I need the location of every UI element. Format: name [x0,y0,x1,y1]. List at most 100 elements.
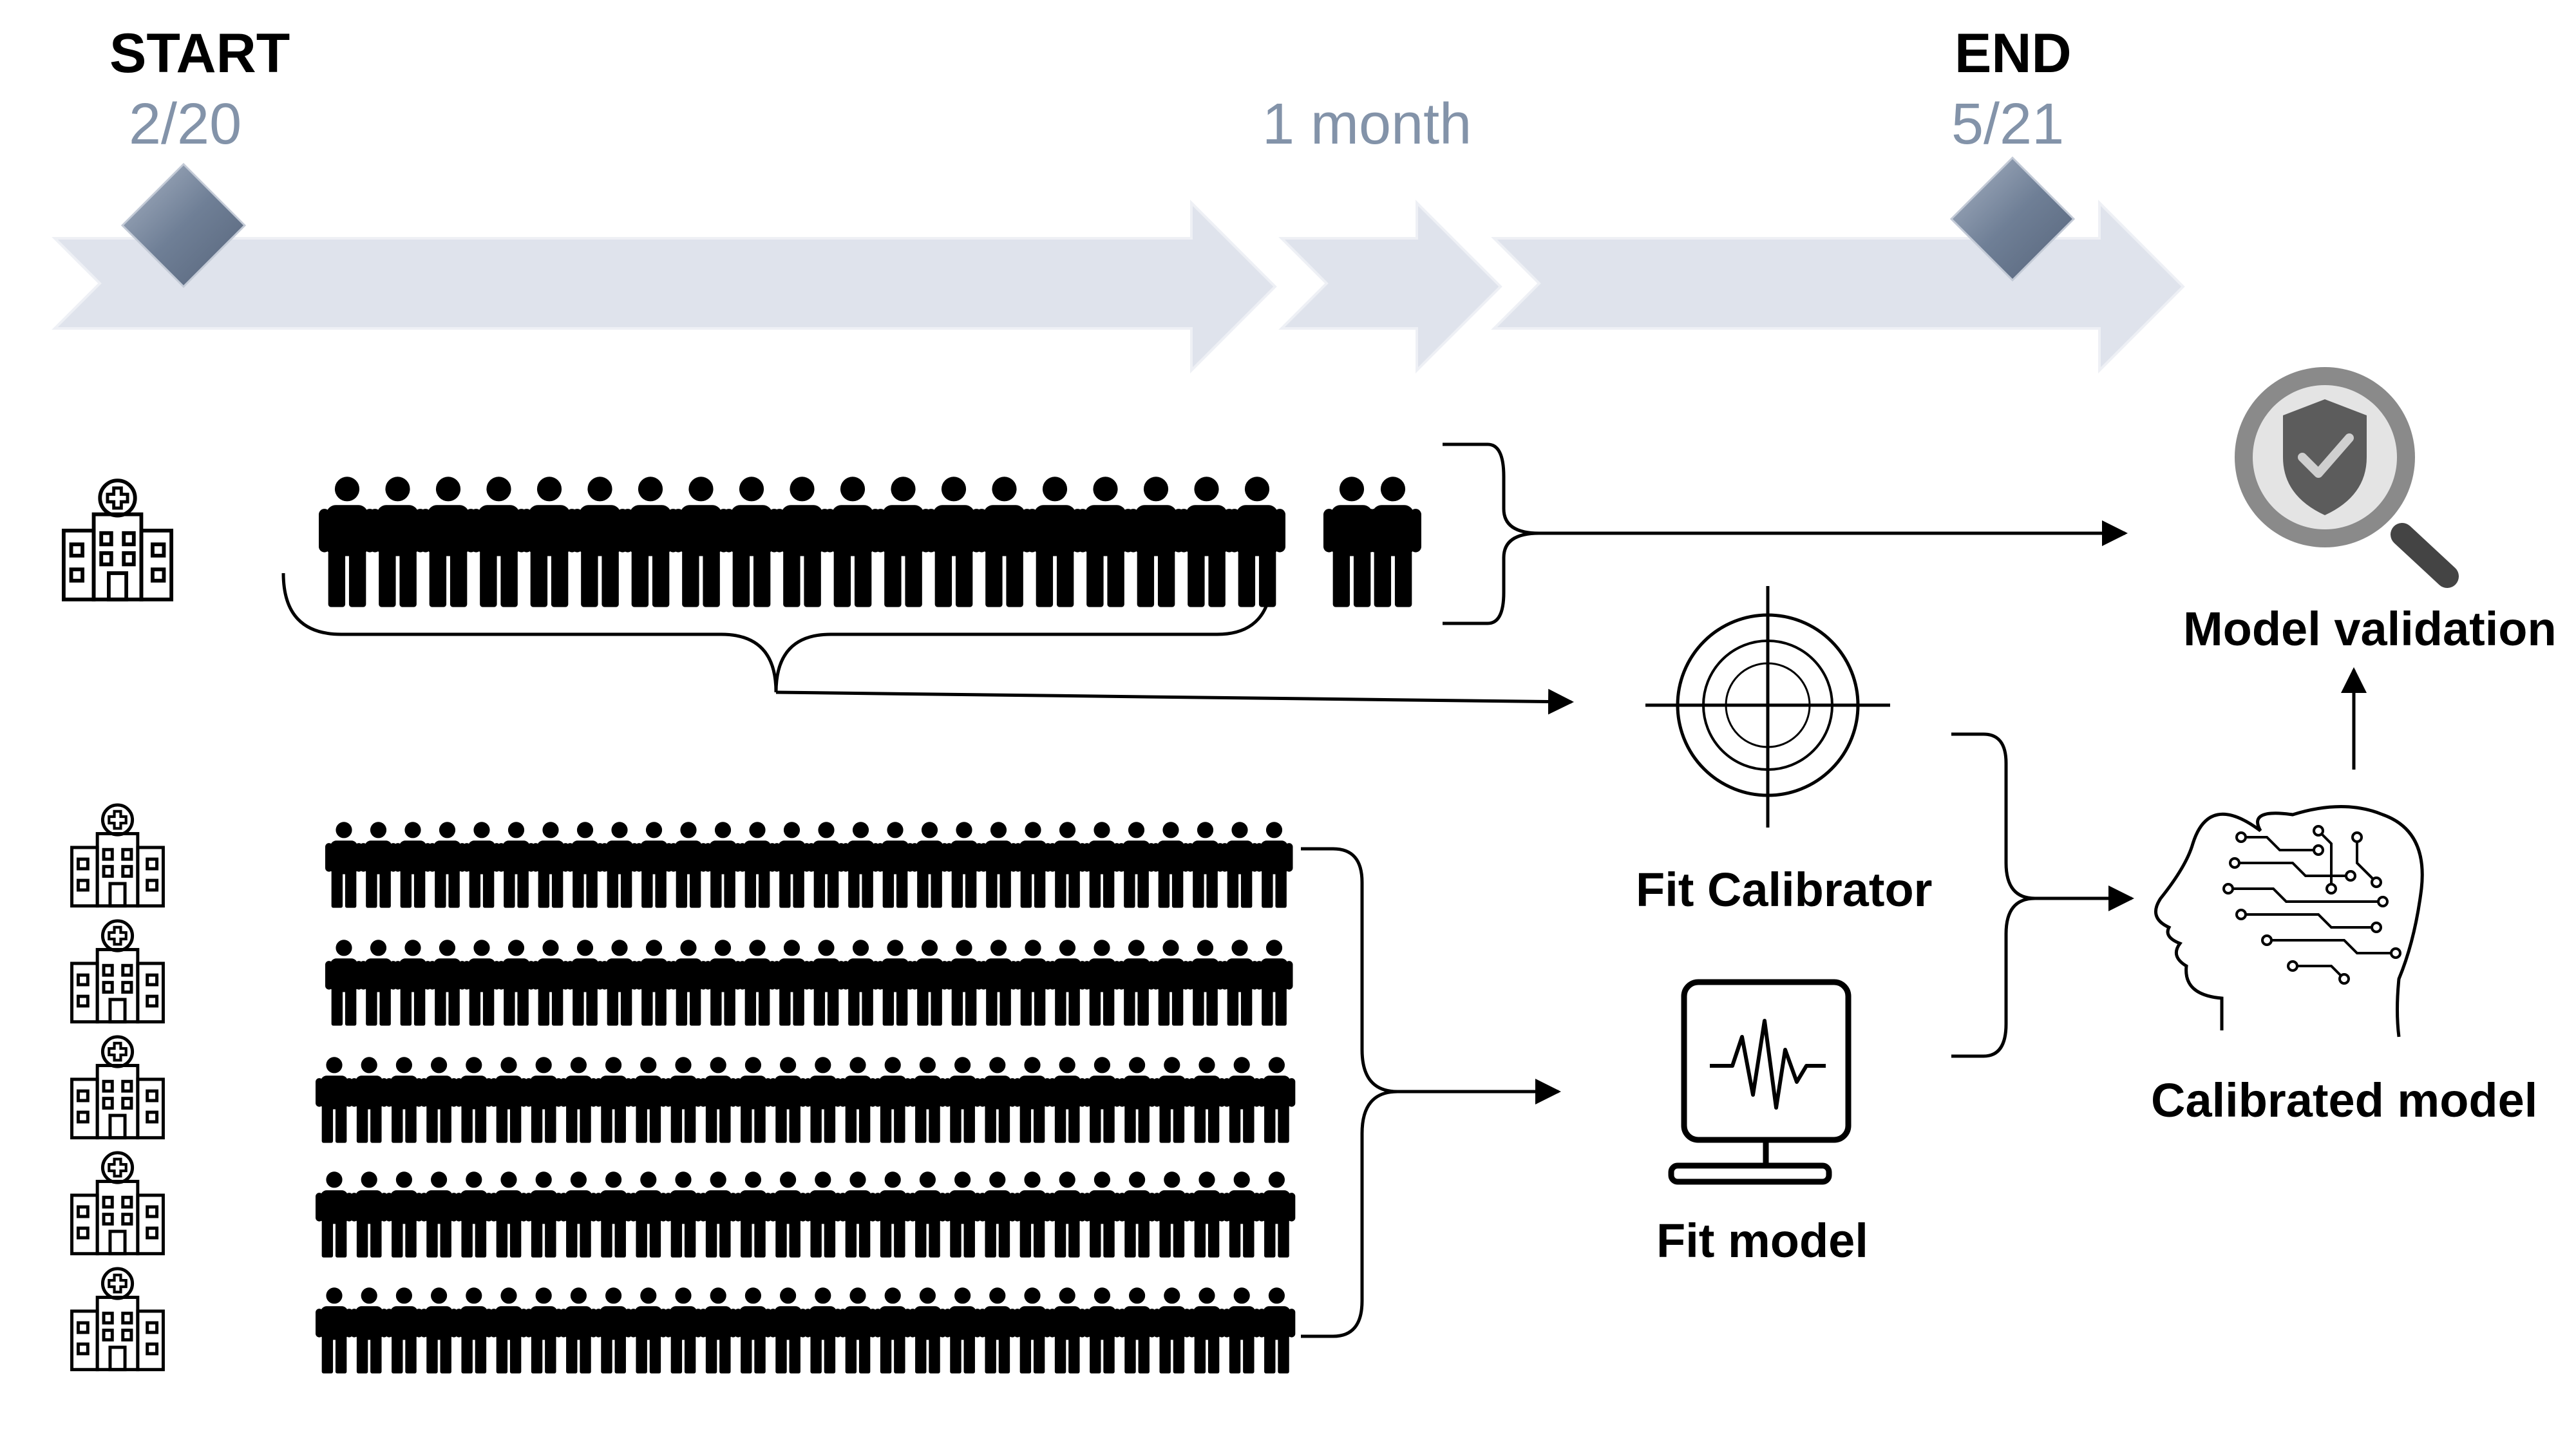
person-icon [875,477,932,607]
person-icon [739,822,776,908]
person-icon [394,822,431,908]
person-icon [978,1287,1016,1374]
month-label: 1 month [1262,92,1472,156]
hospital-icon [72,1153,164,1254]
validation-cohort-brace [1443,442,1540,625]
person-icon [325,940,363,1026]
person-icon [769,1287,807,1374]
hospital-icon [72,1037,164,1138]
person-icon [980,822,1018,908]
person-icon [1255,822,1293,908]
end-label: END [1955,23,2072,84]
person-icon [808,940,845,1026]
person-icon [560,1171,598,1258]
person-icon [1221,940,1258,1026]
person-icon [699,1057,737,1143]
person-icon [521,477,578,607]
person-icon [532,822,569,908]
timeline [52,156,2185,374]
person-icon [1153,1287,1191,1374]
person-icon [945,940,983,1026]
person-icon [385,1287,423,1374]
person-icon [876,940,914,1026]
person-icon [1365,477,1421,607]
person-icon [943,1057,981,1143]
person-icon [1048,1287,1086,1374]
person-icon [1258,1057,1296,1143]
person-icon [672,477,730,607]
person-icon [635,822,673,908]
person-icon [699,1171,737,1258]
person-icon [369,477,426,607]
person-icon [1083,1287,1121,1374]
start-milestone [120,162,247,289]
person-icon [420,477,477,607]
person-icon [1117,822,1155,908]
person-icon [734,1171,772,1258]
person-icon [824,477,881,607]
person-icon [385,1057,423,1143]
person-icon [1083,940,1121,1026]
patient-crowds [316,477,1421,1374]
person-icon [978,1171,1016,1258]
person-icon [497,940,535,1026]
person-icon [428,940,466,1026]
person-icon [635,940,673,1026]
person-icon [316,1171,353,1258]
person-icon [319,477,375,607]
person-icon [1186,940,1224,1026]
person-icon [532,940,569,1026]
person-icon [876,822,914,908]
person-icon [804,1057,842,1143]
person-icon [601,822,638,908]
person-icon [1188,1057,1226,1143]
person-icon [455,1171,493,1258]
person-icon [773,940,811,1026]
person-icon [350,1057,388,1143]
person-icon [1186,822,1224,908]
monitor-icon [1668,979,1852,1185]
person-icon [316,1287,353,1374]
person-icon [945,822,983,908]
person-icon [325,822,363,908]
person-icon [316,1057,353,1143]
person-icon [909,1287,947,1374]
person-icon [385,1171,423,1258]
person-icon [723,477,780,607]
person-icon [1048,1057,1086,1143]
person-icon [1014,822,1052,908]
person-icon [1221,822,1258,908]
person-icon [601,940,638,1026]
person-icon [420,1057,458,1143]
person-icon [1223,1057,1261,1143]
person-icon [1153,1171,1191,1258]
person-icon [665,1171,702,1258]
person-icon [1014,940,1052,1026]
person-icon [594,1057,632,1143]
person-icon [1258,1171,1296,1258]
person-icon [394,940,431,1026]
person-icon [525,1171,563,1258]
person-icon [773,822,811,908]
person-icon [629,1171,667,1258]
person-icon [1223,1287,1261,1374]
person-icon [1083,1057,1121,1143]
training-cohort-brace [1301,847,1398,1338]
person-icon [1077,477,1134,607]
person-icon [874,1287,912,1374]
start-label: START [109,23,290,84]
end-milestone [1949,156,2076,282]
shield-check-magnifier-icon [2235,367,2459,588]
person-icon [1188,1171,1226,1258]
person-icon [739,940,776,1026]
person-icon [490,1171,527,1258]
person-icon [808,822,845,908]
person-icon [571,477,629,607]
person-icon [1083,1171,1121,1258]
person-icon [804,1287,842,1374]
person-icon [670,940,707,1026]
person-icon [1178,477,1235,607]
person-icon [704,822,742,908]
person-icon [1048,940,1086,1026]
person-icon [734,1287,772,1374]
